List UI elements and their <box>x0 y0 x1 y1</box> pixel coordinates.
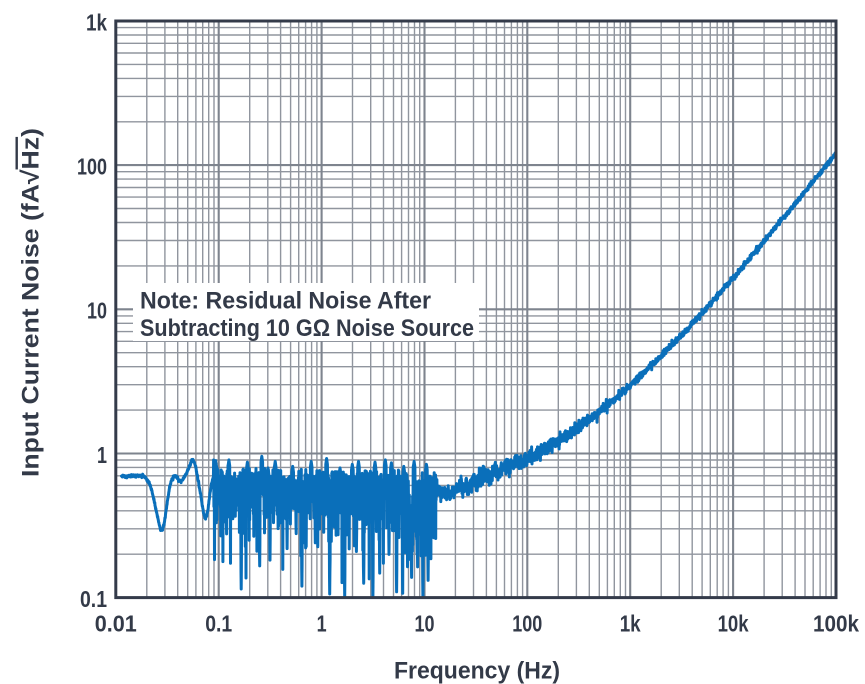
svg-text:1k: 1k <box>620 611 641 637</box>
svg-text:100k: 100k <box>813 611 859 637</box>
svg-text:0.1: 0.1 <box>80 586 107 612</box>
svg-text:Note: Residual Noise After: Note: Residual Noise After <box>140 288 431 315</box>
svg-text:1: 1 <box>97 442 107 468</box>
svg-text:10k: 10k <box>718 611 749 637</box>
svg-text:100: 100 <box>512 611 542 637</box>
svg-text:Subtracting 10 GΩ Noise Source: Subtracting 10 GΩ Noise Source <box>140 315 474 342</box>
svg-text:Input Current Noise (fA√Hz): Input Current Noise (fA√Hz) <box>18 128 45 477</box>
svg-text:0.1: 0.1 <box>205 611 232 637</box>
svg-text:1: 1 <box>317 611 327 637</box>
svg-text:1k: 1k <box>86 9 107 35</box>
svg-text:10: 10 <box>87 298 107 324</box>
svg-text:0.01: 0.01 <box>95 611 137 637</box>
svg-text:100: 100 <box>77 153 107 179</box>
svg-text:10: 10 <box>415 611 435 637</box>
svg-text:Frequency (Hz): Frequency (Hz) <box>394 658 560 684</box>
